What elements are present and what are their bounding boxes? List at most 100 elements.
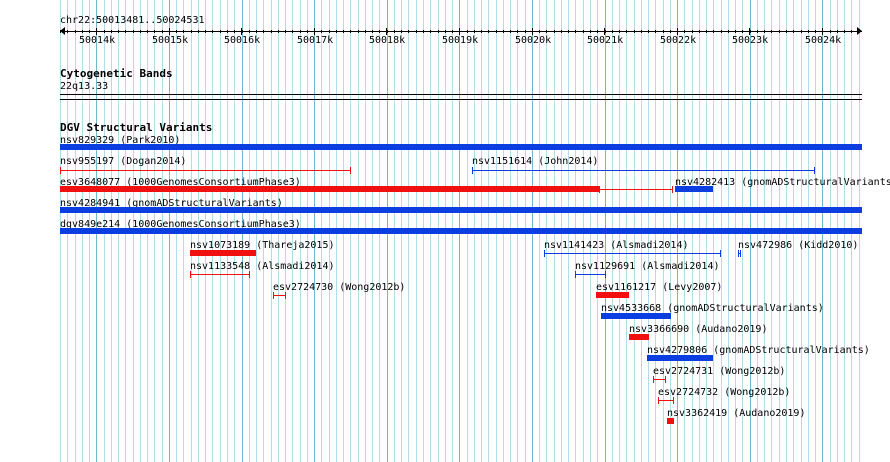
dgv-feature-end-tick	[740, 250, 741, 257]
ruler-minor-tick	[96, 30, 97, 33]
ruler-minor-tick	[423, 30, 424, 33]
dgv-feature-label[interactable]: nsv4533668 (gnomADStructuralVariants)	[601, 303, 824, 314]
dgv-feature-line[interactable]	[599, 189, 672, 190]
dgv-feature-end-tick	[738, 250, 739, 257]
dgv-feature-label[interactable]: dgv849e214 (1000GenomesConsortiumPhase3)	[60, 219, 301, 230]
ruler-tick-label: 50015k	[152, 35, 189, 46]
dgv-feature-line[interactable]	[472, 170, 814, 171]
dgv-feature-bar[interactable]	[596, 292, 629, 298]
dgv-feature-line[interactable]	[658, 400, 673, 401]
ruler-minor-tick	[837, 30, 838, 33]
dgv-feature-bar[interactable]	[60, 144, 862, 150]
ruler-minor-tick	[314, 30, 315, 33]
dgv-feature-label[interactable]: nsv1151614 (John2014)	[472, 156, 599, 167]
dgv-feature-end-tick	[720, 250, 721, 257]
ruler-minor-tick	[735, 30, 736, 33]
dgv-feature-bar[interactable]	[60, 228, 862, 234]
dgv-feature-bar[interactable]	[60, 186, 599, 192]
dgv-feature-line[interactable]	[273, 295, 285, 296]
ruler-minor-tick	[256, 30, 257, 33]
ruler-tick-label: 50022k	[660, 35, 697, 46]
dgv-feature-bar[interactable]	[675, 186, 713, 192]
dgv-feature-end-tick	[285, 292, 286, 299]
dgv-feature-label[interactable]: nsv4284941 (gnomADStructuralVariants)	[60, 198, 283, 209]
scroll-left-arrow-icon[interactable]	[60, 27, 65, 35]
ruler-minor-tick	[648, 30, 649, 33]
ruler-minor-tick	[133, 30, 134, 33]
ruler-minor-tick	[176, 30, 177, 33]
ruler-tick-label: 50020k	[515, 35, 552, 46]
cytoband-title: Cytogenetic Bands	[60, 67, 173, 80]
dgv-feature-label[interactable]: nsv1073189 (Thareja2015)	[190, 240, 335, 251]
ruler-minor-tick	[757, 30, 758, 33]
ruler-minor-tick	[416, 30, 417, 33]
dgv-feature-bar[interactable]	[60, 207, 862, 213]
ruler-minor-tick	[626, 30, 627, 33]
ruler-minor-tick	[692, 30, 693, 33]
dgv-feature-label[interactable]: nsv955197 (Dogan2014)	[60, 156, 187, 167]
dgv-feature-line[interactable]	[60, 170, 350, 171]
dgv-feature-end-tick	[575, 271, 576, 278]
dgv-feature-end-tick	[60, 167, 61, 174]
ruler-tick-label: 50017k	[297, 35, 334, 46]
ruler-minor-tick	[358, 30, 359, 33]
ruler-minor-tick	[234, 30, 235, 33]
dgv-feature-label[interactable]: esv3648077 (1000GenomesConsortiumPhase3)	[60, 177, 301, 188]
dgv-feature-label[interactable]: nsv3362419 (Audano2019)	[667, 408, 806, 419]
ruler-minor-tick	[467, 30, 468, 33]
dgv-feature-label[interactable]: nsv4282413 (gnomADStructuralVariants)	[675, 177, 890, 188]
dgv-feature-label[interactable]: esv2724730 (Wong2012b)	[273, 282, 406, 293]
dgv-feature-line[interactable]	[653, 379, 665, 380]
dgv-feature-line[interactable]	[738, 253, 740, 254]
dgv-feature-label[interactable]: nsv3366690 (Audano2019)	[629, 324, 768, 335]
dgv-feature-label[interactable]: esv1161217 (Levy2007)	[596, 282, 723, 293]
ruler-minor-tick	[713, 30, 714, 33]
ruler-minor-tick	[539, 30, 540, 33]
ruler-minor-tick	[851, 30, 852, 33]
ruler-tick-label: 50018k	[369, 35, 406, 46]
dgv-feature-label[interactable]: esv2724731 (Wong2012b)	[653, 366, 786, 377]
dgv-feature-end-tick	[599, 186, 600, 193]
ruler-minor-tick	[706, 30, 707, 33]
dgv-feature-line[interactable]	[190, 274, 249, 275]
dgv-feature-label[interactable]: nsv4279806 (gnomADStructuralVariants)	[647, 345, 870, 356]
ruler-tick-label: 50023k	[732, 35, 769, 46]
dgv-feature-end-tick	[472, 167, 473, 174]
ruler-minor-tick	[140, 30, 141, 33]
dgv-feature-line[interactable]	[575, 274, 605, 275]
ruler-minor-tick	[844, 30, 845, 33]
ruler-minor-tick	[169, 30, 170, 33]
ruler-minor-tick	[597, 30, 598, 33]
ruler-minor-tick	[278, 30, 279, 33]
dgv-feature-end-tick	[653, 376, 654, 383]
ruler-minor-tick	[786, 30, 787, 33]
dgv-feature-bar[interactable]	[667, 418, 674, 424]
ruler-minor-tick	[111, 30, 112, 33]
dgv-feature-label[interactable]: nsv1133548 (Alsmadi2014)	[190, 261, 335, 272]
ruler-minor-tick	[162, 30, 163, 33]
dgv-feature-bar[interactable]	[190, 250, 256, 256]
ruler-minor-tick	[118, 30, 119, 33]
dgv-feature-label[interactable]: esv2724732 (Wong2012b)	[658, 387, 791, 398]
dgv-feature-bar[interactable]	[629, 334, 649, 340]
dgv-feature-bar[interactable]	[647, 355, 713, 361]
ruler-minor-tick	[154, 30, 155, 33]
ruler-minor-tick	[532, 30, 533, 33]
ruler-minor-tick	[663, 30, 664, 33]
dgv-feature-label[interactable]: nsv1141423 (Alsmadi2014)	[544, 240, 689, 251]
ruler-minor-tick	[750, 30, 751, 33]
ruler-minor-tick	[677, 30, 678, 33]
ruler-minor-tick	[815, 30, 816, 33]
dgv-feature-bar[interactable]	[601, 313, 671, 319]
ruler-minor-tick	[822, 30, 823, 33]
dgv-feature-label[interactable]: nsv1129691 (Alsmadi2014)	[575, 261, 720, 272]
ruler-minor-tick	[401, 30, 402, 33]
cytoband-label[interactable]: 22q13.33	[60, 81, 109, 92]
scroll-right-arrow-icon[interactable]	[857, 27, 862, 35]
ruler-minor-tick	[408, 30, 409, 33]
dgv-feature-line[interactable]	[544, 253, 720, 254]
ruler-minor-tick	[583, 30, 584, 33]
dgv-feature-label[interactable]: nsv829329 (Park2010)	[60, 135, 181, 146]
dgv-feature-end-tick	[273, 292, 274, 299]
dgv-feature-label[interactable]: nsv472986 (Kidd2010)	[738, 240, 859, 251]
